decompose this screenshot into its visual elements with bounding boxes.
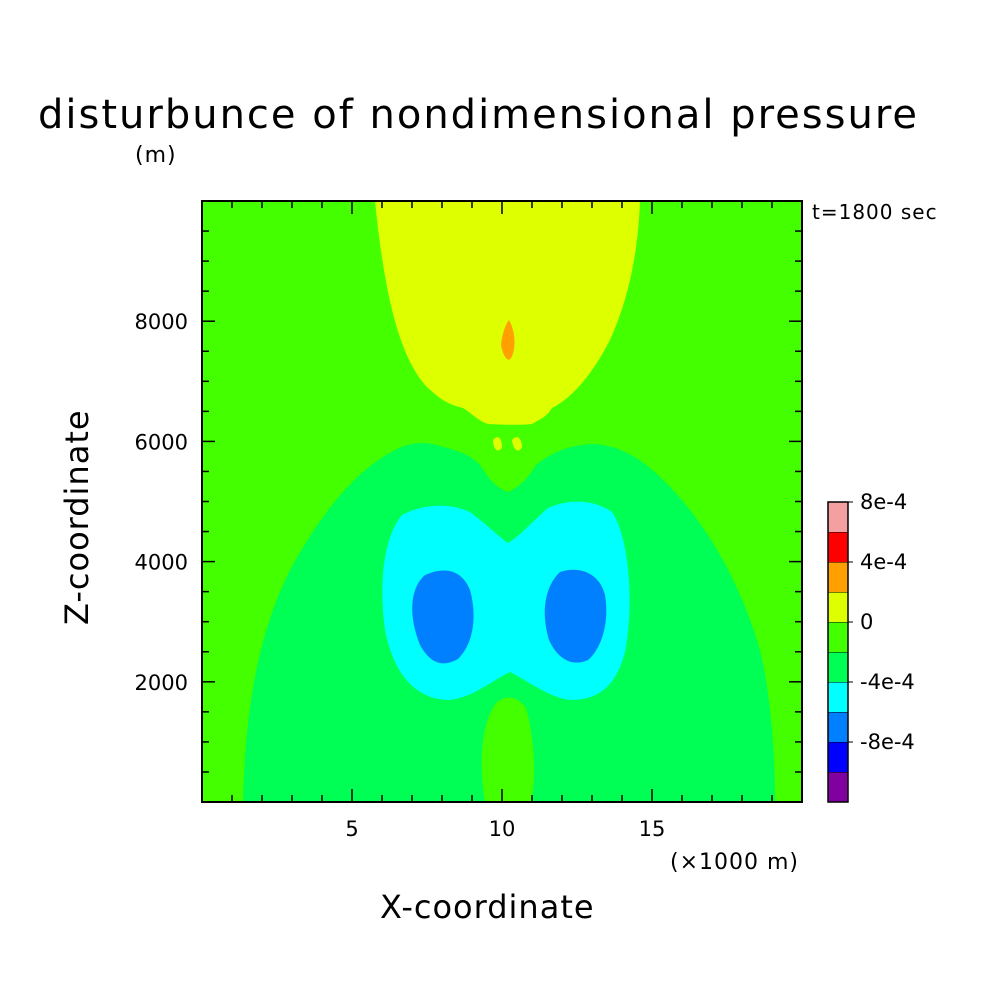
colorbar-swatch — [828, 562, 848, 592]
colorbar-swatch — [828, 622, 848, 652]
colorbar-label: 8e-4 — [860, 490, 907, 514]
colorbar-label: -8e-4 — [860, 730, 915, 754]
time-label: t=1800 sec — [812, 200, 938, 224]
y-tick-label: 4000 — [135, 551, 188, 575]
colorbar-label: 0 — [860, 610, 873, 634]
unit-label: (m) — [135, 143, 177, 168]
colorbar-label: -4e-4 — [860, 670, 915, 694]
x-unit-label: (×1000 m) — [670, 850, 800, 875]
contour-blue-left — [412, 570, 474, 664]
colorbar-swatch — [828, 682, 848, 712]
contour-bottom-column — [481, 697, 534, 802]
colorbar-swatch — [828, 592, 848, 622]
x-tick-label: 10 — [489, 817, 516, 841]
x-axis-label: X-coordinate — [380, 888, 595, 926]
colorbar-swatch — [828, 712, 848, 742]
colorbar-swatch — [828, 532, 848, 562]
contour-upper-core — [501, 320, 515, 360]
contour-fields — [202, 201, 802, 802]
colorbar-swatch — [828, 772, 848, 802]
contour-upper-positive — [375, 201, 640, 425]
colorbar-swatch — [828, 652, 848, 682]
contour-dot-right — [512, 437, 522, 451]
y-tick-label: 6000 — [135, 430, 188, 454]
x-tick-label: 15 — [639, 817, 666, 841]
colorbar-swatch — [828, 502, 848, 532]
y-tick-label: 2000 — [135, 671, 188, 695]
contour-dot-left — [493, 437, 502, 451]
colorbar-frame — [827, 501, 849, 803]
colorbar-swatch — [828, 742, 848, 772]
y-tick-label: 8000 — [135, 310, 188, 334]
chart-title: disturbunce of nondimensional pressure — [38, 92, 919, 138]
contour-blue-right — [544, 569, 607, 663]
colorbar-label: 4e-4 — [860, 550, 907, 574]
x-tick-label: 5 — [345, 817, 358, 841]
